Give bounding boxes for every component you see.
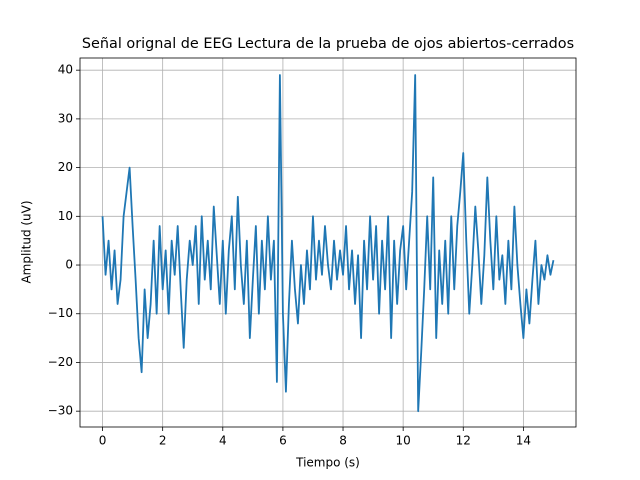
chart-title: Señal orignal de EEG Lectura de la prueb… [82,36,574,52]
y-tick-label: 20 [58,160,73,174]
y-tick-label: 40 [58,63,73,77]
line-series [101,74,555,413]
plot-frame [79,57,577,428]
y-tick-label: 0 [65,258,73,272]
x-tick-label: 14 [516,434,531,448]
y-tick-label: −10 [48,306,73,320]
x-tick-label: 4 [219,434,227,448]
x-tick-label: 0 [99,434,107,448]
x-tick-label: 6 [279,434,287,448]
x-tick-label: 2 [159,434,167,448]
x-tick-label: 10 [396,434,411,448]
y-tick-label: 10 [58,209,73,223]
x-axis-label: Tiempo (s) [295,456,360,470]
y-axis-label: Amplitud (uV) [20,200,34,283]
y-tick-label: −20 [48,355,73,369]
y-tick-label: −30 [48,404,73,418]
x-tick-label: 8 [339,434,347,448]
x-tick-label: 12 [456,434,471,448]
y-tick-label: 30 [58,111,73,125]
